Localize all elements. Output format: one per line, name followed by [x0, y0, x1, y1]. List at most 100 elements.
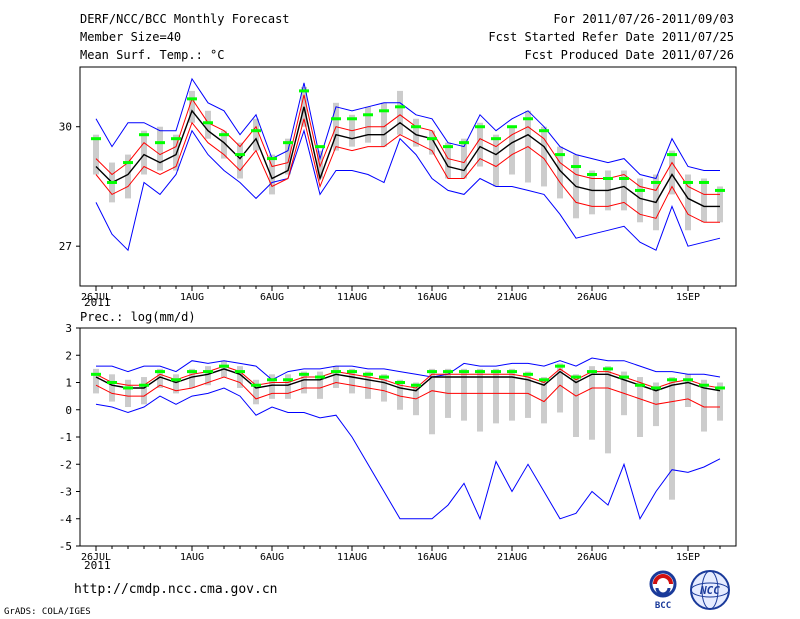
temp-xtick-label: 11AUG: [337, 292, 367, 303]
temp-spread-bar: [557, 146, 563, 199]
temp-spread-bar: [253, 118, 259, 151]
prec-ytick-label: -5: [59, 540, 72, 553]
prec-ytick-label: 2: [65, 349, 72, 362]
prec-upper-line: [95, 365, 721, 389]
temp-spread-bar: [621, 170, 627, 211]
temp-spread-bar: [493, 134, 499, 187]
prec-spread-bar: [93, 368, 99, 394]
temp-spread-bar: [477, 122, 483, 167]
temp-spread-bar: [269, 154, 275, 195]
temp-spread-bar: [461, 138, 467, 179]
produced-date: Fcst Produced Date 2011/07/26: [524, 48, 734, 62]
prec-xtick-label: 6AUG: [260, 552, 284, 563]
bcc-logo: BCC: [649, 570, 677, 611]
prec-spread-bar: [509, 368, 515, 421]
temp-spread-bar: [717, 186, 723, 223]
prec-spread-bar: [541, 377, 547, 424]
prec-xtick-label: 1SEP: [676, 552, 700, 563]
prec-spread-bar: [125, 379, 131, 408]
prec-spread-bar: [573, 374, 579, 437]
temp-spread-bar: [93, 134, 99, 175]
svg-text:BCC: BCC: [655, 601, 671, 611]
prec-max-line: [96, 357, 721, 381]
temp-spread-bar: [413, 118, 419, 147]
variable-label: Mean Surf. Temp.: °C: [80, 48, 225, 62]
prec-spread-bar: [189, 368, 195, 388]
prec-spread-bar: [365, 371, 371, 399]
footer-credit: GrADS: COLA/IGES: [4, 607, 91, 617]
prec-xtick-label: 16AUG: [417, 552, 447, 563]
temp-spread-bar: [397, 90, 403, 135]
temp-ytick-label: 27: [59, 240, 72, 253]
temp-spread-bar: [637, 178, 643, 223]
temp-xtick-label: 26AUG: [577, 292, 607, 303]
temp-spread-bar: [221, 130, 227, 159]
temp-spread-bar: [237, 142, 243, 179]
temp-spread-bar: [701, 178, 707, 223]
temp-spread-bar: [429, 130, 435, 155]
prec-spread-bar: [397, 379, 403, 410]
temp-spread-bar: [285, 138, 291, 175]
precipitation-chart: -5 -4 -3 -2 -1 0 1 2 3 26JUL 1AUG 6AUG 11AUG 16AUG 21A…: [59, 322, 737, 563]
prec-spread-bar: [685, 374, 691, 408]
temp-ytick-label: 30: [59, 121, 72, 134]
prec-spread-bar: [157, 368, 163, 388]
prec-spread-bar: [493, 368, 499, 424]
prec-xtick-label: 26AUG: [577, 552, 607, 563]
prec-spread-bar: [109, 374, 115, 402]
prec-spread-bar: [141, 377, 147, 405]
prec-xtick-label: 26JUL: [81, 552, 111, 563]
prec-spread-bar: [269, 374, 275, 399]
prec-spread-bar: [317, 371, 323, 399]
temp-spread-bar: [205, 110, 211, 139]
prec-ytick-label: 3: [65, 322, 72, 335]
prec-ytick-label: -1: [59, 431, 72, 444]
chart-title: DERF/NCC/BCC Monthly Forecast: [80, 12, 290, 26]
prec-spread-bar: [701, 379, 707, 432]
temp-spread-bar: [189, 90, 195, 123]
temp-frame: [79, 66, 737, 287]
temp-spread-bar: [509, 126, 515, 175]
temp-spread-bar: [445, 142, 451, 179]
prec-spread-bar: [333, 366, 339, 388]
temp-xtick-label: 16AUG: [417, 292, 447, 303]
forecast-period: For 2011/07/26-2011/09/03: [553, 12, 734, 26]
temp-x-sublabel: 2011: [84, 296, 111, 309]
temp-spread-bar: [381, 102, 387, 147]
temp-spread-bar: [157, 126, 163, 171]
temp-xtick-label: 1SEP: [676, 292, 700, 303]
prec-spread-bar: [429, 368, 435, 435]
member-size: Member Size=40: [80, 30, 182, 44]
prec-min-line: [95, 387, 721, 521]
prec-spread-bar: [605, 366, 611, 454]
precip-label: Prec.: log(mm/d): [80, 310, 196, 324]
prec-spread-bar: [637, 377, 643, 437]
temp-spread-bar: [541, 126, 547, 187]
temp-spread-bar: [125, 154, 131, 199]
prec-xtick-label: 21AUG: [497, 552, 527, 563]
prec-spread-bar: [525, 371, 531, 418]
prec-spread-bar: [717, 382, 723, 421]
prec-ytick-label: 0: [65, 404, 72, 417]
temp-xtick-label: 6AUG: [260, 292, 284, 303]
prec-spread-bar: [301, 371, 307, 394]
prec-spread-bar: [461, 368, 467, 421]
temp-upper-line: [95, 94, 720, 195]
prec-spread-bar: [349, 368, 355, 394]
refer-date: Fcst Started Refer Date 2011/07/25: [488, 30, 734, 44]
temp-max-line: [95, 77, 720, 180]
prec-xtick-label: 11AUG: [337, 552, 367, 563]
prec-x-sublabel: 2011: [84, 559, 111, 572]
footer-url[interactable]: http://cmdp.ncc.cma.gov.cn: [74, 582, 278, 597]
temp-mean-line: [95, 106, 720, 208]
prec-spread-bar: [589, 366, 595, 440]
temp-spread-bar: [669, 150, 675, 195]
temp-spread-bar: [589, 170, 595, 215]
ncc-logo: NCC: [690, 570, 730, 610]
prec-spread-bar: [381, 374, 387, 402]
prec-lower-line: [95, 376, 720, 408]
temp-xtick-label: 1AUG: [180, 292, 204, 303]
prec-spread-bar: [237, 366, 243, 388]
temp-xtick-label: 26JUL: [81, 292, 111, 303]
prec-ytick-label: 1: [65, 377, 72, 390]
